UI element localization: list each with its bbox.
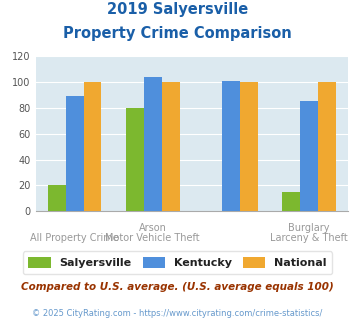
Bar [83,82,102,211]
Bar [162,82,180,211]
Bar [66,96,83,211]
Text: All Property Crime: All Property Crime [30,233,119,243]
Bar [282,192,300,211]
Bar [222,81,240,211]
Bar [144,77,162,211]
Text: Arson: Arson [139,223,166,233]
Text: Burglary: Burglary [288,223,329,233]
Text: 2019 Salyersville: 2019 Salyersville [107,2,248,16]
Bar [126,108,144,211]
Text: © 2025 CityRating.com - https://www.cityrating.com/crime-statistics/: © 2025 CityRating.com - https://www.city… [32,309,323,317]
Text: Larceny & Theft: Larceny & Theft [270,233,348,243]
Text: Property Crime Comparison: Property Crime Comparison [63,26,292,41]
Bar [318,82,336,211]
Text: Compared to U.S. average. (U.S. average equals 100): Compared to U.S. average. (U.S. average … [21,282,334,292]
Legend: Salyersville, Kentucky, National: Salyersville, Kentucky, National [23,251,332,274]
Bar [300,101,318,211]
Bar [48,185,66,211]
Text: Motor Vehicle Theft: Motor Vehicle Theft [105,233,200,243]
Bar [240,82,258,211]
